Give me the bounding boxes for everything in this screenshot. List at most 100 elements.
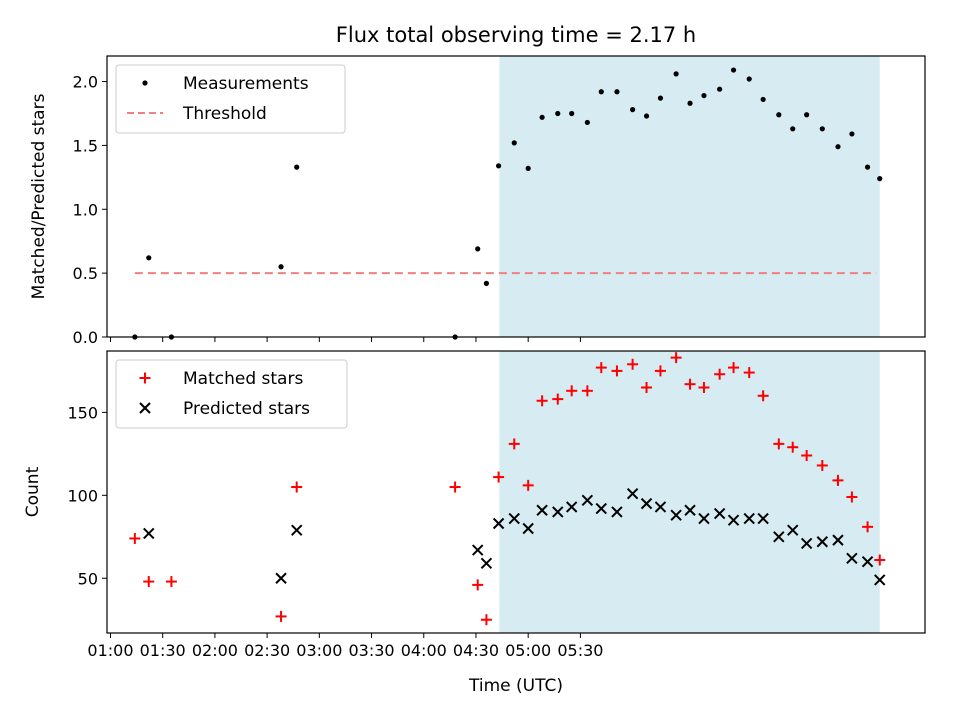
- point-x-22-b: [743, 512, 755, 525]
- series-predicted-stars: [143, 487, 886, 586]
- point-x-14-b: [626, 487, 639, 500]
- point-plus-23: [714, 368, 726, 380]
- point-dot-25: [746, 76, 752, 82]
- legend-marker-1-b: [139, 402, 151, 414]
- point-x-20: [713, 507, 726, 520]
- point-x-13: [611, 506, 623, 518]
- point-plus-4: [291, 481, 303, 493]
- x-tick-label: 04:00: [401, 641, 447, 660]
- y-tick-label: 2.0: [73, 73, 98, 92]
- point-x-13-b: [611, 506, 623, 518]
- point-x-17: [670, 509, 682, 521]
- y-tick-label: 0.0: [73, 328, 98, 347]
- point-x-25-b: [787, 524, 799, 536]
- point-x-1-b: [275, 572, 287, 584]
- point-plus-19: [654, 365, 666, 377]
- point-x-26-b: [800, 537, 813, 550]
- point-plus-8: [493, 471, 505, 483]
- point-plus-25: [743, 367, 755, 379]
- point-x-2: [290, 524, 303, 536]
- point-dot-21: [687, 100, 693, 106]
- point-x-7-b: [522, 522, 534, 535]
- point-x-24: [773, 531, 785, 543]
- x-tick-label: 05:00: [505, 641, 551, 660]
- point-plus-10: [522, 479, 534, 491]
- point-dot-6: [475, 246, 481, 252]
- legend-marker-1: [139, 402, 151, 414]
- legend-box: [115, 359, 348, 429]
- point-x-19-b: [698, 512, 710, 525]
- point-x-6: [508, 512, 520, 525]
- point-dot-24: [730, 67, 737, 73]
- ratio-panel: 0.0 0.5 1.0 1.5 2.0 Matched/Predicted stars Me…: [29, 55, 926, 347]
- point-plus-27: [773, 438, 785, 450]
- point-x-9: [552, 506, 564, 518]
- point-x-27-b: [816, 536, 829, 548]
- point-x-4: [480, 557, 493, 570]
- point-plus-31: [832, 474, 844, 486]
- legend-label: Matched stars: [183, 369, 303, 389]
- point-plus-29: [801, 450, 813, 462]
- point-x-10: [565, 501, 578, 513]
- point-dot-31: [835, 144, 841, 150]
- point-plus-32: [846, 491, 858, 503]
- point-x-20-b: [713, 507, 726, 520]
- legend-box: [115, 64, 346, 134]
- x-tick-label: 04:30: [453, 641, 499, 660]
- point-x-23: [757, 512, 769, 525]
- point-plus-7: [480, 614, 492, 626]
- point-dot-30: [819, 126, 825, 132]
- x-tick-label: 02:30: [244, 641, 290, 660]
- point-dot-7: [483, 280, 490, 286]
- y-axis-label: Count: [23, 466, 43, 517]
- point-x-30: [861, 555, 874, 568]
- y-tick-label: 1.0: [73, 200, 98, 219]
- point-plus-11: [536, 395, 548, 407]
- x-tick-label: 05:30: [557, 641, 603, 660]
- y-tick-label: 100: [67, 486, 98, 505]
- x-axis-label: Time (UTC): [468, 676, 563, 696]
- point-x-4-b: [480, 557, 493, 570]
- x-tick-label: 01:30: [140, 641, 186, 660]
- observing-span-shade: [499, 56, 880, 337]
- point-plus-5: [449, 481, 461, 493]
- point-x-9-b: [552, 506, 564, 518]
- point-x-25: [787, 524, 799, 536]
- point-x-23-b: [757, 512, 769, 525]
- point-plus-18: [641, 381, 653, 393]
- point-x-5-b: [492, 517, 505, 530]
- point-x-22: [743, 512, 755, 525]
- point-plus-0: [129, 532, 141, 544]
- point-plus-30: [816, 459, 828, 471]
- point-plus-16: [611, 365, 623, 377]
- point-plus-26: [757, 390, 769, 402]
- point-dot-33: [864, 164, 871, 170]
- point-plus-28: [787, 441, 799, 453]
- axes-frame: [106, 55, 926, 338]
- point-x-12-b: [595, 502, 607, 515]
- point-x-0: [143, 527, 155, 540]
- point-dot-1: [146, 255, 152, 261]
- point-x-26: [800, 537, 813, 550]
- point-x-11-b: [581, 494, 594, 507]
- point-dot-20: [673, 71, 679, 77]
- point-x-10-b: [565, 501, 578, 513]
- point-plus-6: [472, 579, 484, 591]
- legend-marker-0: [139, 372, 151, 384]
- point-dot-9: [511, 140, 517, 146]
- point-dot-26: [760, 96, 766, 103]
- point-x-21: [727, 514, 740, 526]
- legend: Matched stars Predicted stars: [115, 359, 348, 429]
- series-measurements: [132, 67, 883, 340]
- point-x-16: [654, 501, 667, 513]
- point-x-21-b: [727, 514, 740, 526]
- point-x-14: [626, 487, 639, 500]
- point-x-0-b: [143, 527, 155, 540]
- point-x-2-b: [290, 524, 303, 536]
- point-dot-4: [294, 164, 300, 170]
- point-dot-22: [701, 92, 707, 99]
- point-dot-34: [877, 176, 883, 182]
- point-x-31: [874, 574, 886, 586]
- y-tick-label: 150: [67, 403, 98, 422]
